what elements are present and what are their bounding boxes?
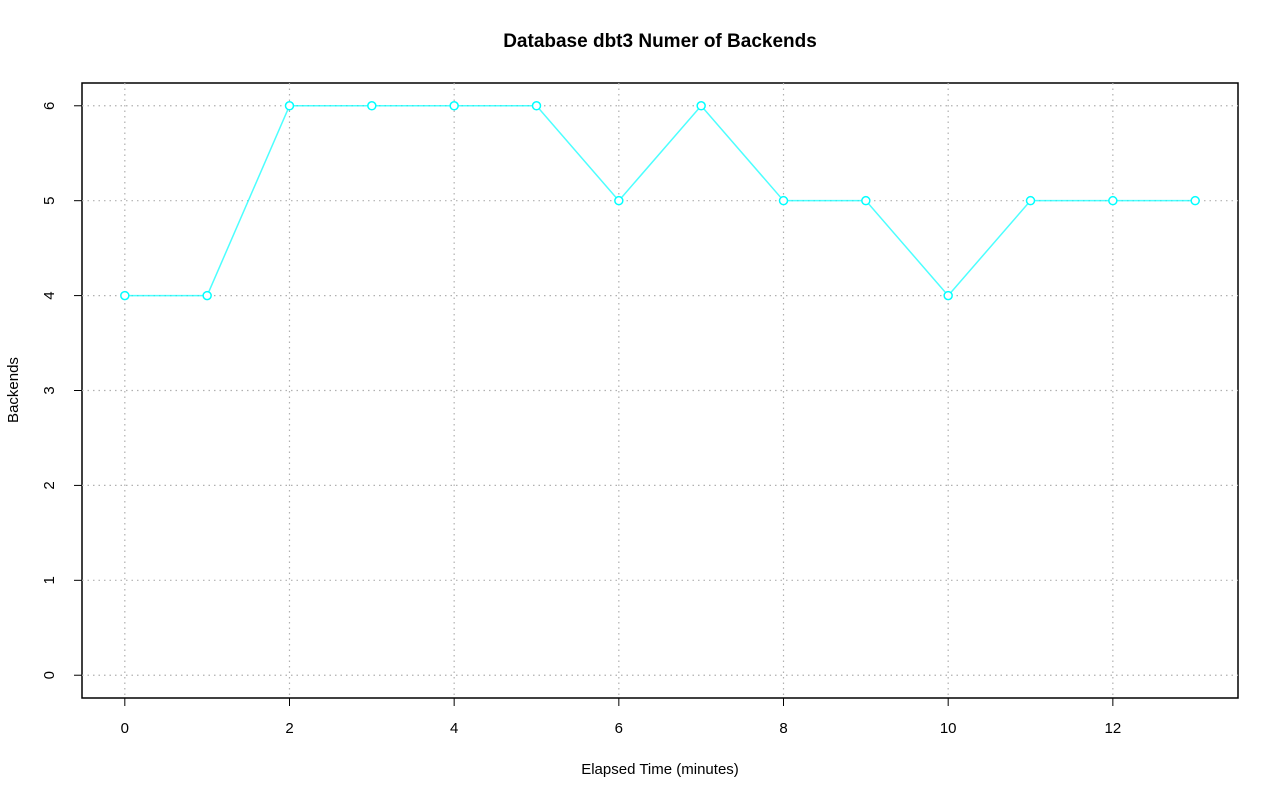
y-tick-label: 5 — [41, 197, 58, 205]
data-point — [120, 290, 130, 301]
data-line — [124, 104, 1196, 297]
y-axis-label: Backends — [5, 357, 22, 423]
x-tick-label: 10 — [940, 720, 957, 737]
data-point — [202, 290, 212, 301]
x-axis-label: Elapsed Time (minutes) — [581, 761, 739, 778]
data-point — [861, 195, 871, 206]
y-tick-label: 0 — [41, 671, 58, 679]
y-tick-label: 2 — [41, 481, 58, 489]
data-point — [367, 101, 377, 111]
x-tick-label: 12 — [1105, 720, 1122, 737]
x-tick-label: 2 — [285, 720, 293, 737]
x-tick-label: 4 — [450, 720, 458, 737]
data-point — [614, 195, 624, 206]
data-point — [1025, 195, 1036, 206]
data-point — [531, 101, 542, 111]
data-point — [1108, 195, 1118, 206]
data-point — [449, 101, 459, 111]
x-tick-label: 0 — [121, 720, 129, 737]
x-tick-label: 6 — [615, 720, 623, 737]
data-point — [778, 195, 789, 206]
chart-title: Database dbt3 Numer of Backends — [503, 31, 817, 52]
x-tick-label: 8 — [779, 720, 787, 737]
data-point — [284, 101, 295, 111]
data-point — [1190, 195, 1200, 206]
y-tick-label: 4 — [41, 291, 58, 299]
y-tick-label: 6 — [41, 102, 58, 110]
data-point — [696, 101, 706, 111]
data-point — [943, 290, 953, 301]
y-tick-label: 1 — [41, 576, 58, 584]
y-tick-label: 3 — [41, 386, 58, 394]
